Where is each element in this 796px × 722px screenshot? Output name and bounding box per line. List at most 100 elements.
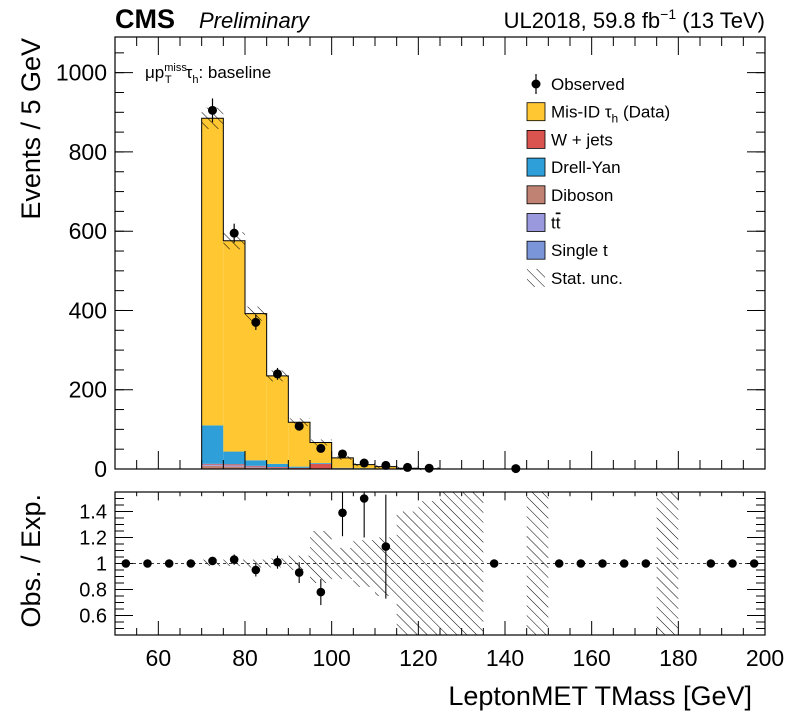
legend-entry-6-swatch (526, 240, 546, 260)
bar-w-jets-2 (245, 465, 267, 467)
x-tick-label-1: 80 (232, 645, 258, 671)
lumi-prefix: UL2018, 59.8 fb (504, 8, 661, 33)
stat-unc-5 (310, 439, 332, 446)
annotation-rest: : baseline (198, 63, 271, 82)
obs-point-6 (338, 449, 347, 459)
bar-drell-yan-5 (310, 463, 332, 464)
obs-point-3 (273, 369, 282, 379)
obs-point-5 (316, 443, 326, 453)
status-label: Preliminary (199, 8, 311, 33)
ratio-point-18 (641, 559, 651, 568)
experiment-label: CMS (115, 4, 175, 34)
ratio-point-13 (489, 559, 499, 568)
legend-entry-0-label: Observed (551, 75, 625, 94)
bar-diboson-0 (201, 465, 224, 469)
bar-drell-yan-4 (288, 466, 310, 468)
ratio-point-9 (316, 587, 326, 597)
legend-entry-1-swatch (526, 102, 546, 122)
legend-entry-5-swatch (526, 213, 546, 232)
ratio-point-6 (251, 565, 261, 575)
bar-w-jets-3 (266, 467, 289, 468)
x-tick-label-5: 160 (572, 645, 610, 671)
obs-point-7 (359, 458, 369, 468)
ratio-yaxis-tick-label-3: 1.2 (79, 528, 107, 550)
bar-diboson-2 (245, 467, 267, 469)
bar-mis-id-h-data--4 (288, 422, 310, 467)
annotation-mu: μp (145, 63, 164, 82)
bar-w-jets-0 (201, 463, 224, 465)
legend-entry-1-label: Mis-ID τh (Data) (551, 103, 670, 126)
legend-entry-3-label: Drell-Yan (551, 158, 621, 177)
bar-w-jets-5 (310, 463, 332, 469)
annotation-tau-sub: h (192, 74, 198, 86)
ratio-unc-band-5 (310, 531, 332, 583)
bar-drell-yan-3 (266, 463, 289, 468)
legend-entry-0-marker (531, 79, 541, 89)
ratio-point-8 (294, 568, 304, 577)
bar-drell-yan-1 (223, 451, 245, 465)
ratio-point-2 (164, 559, 174, 568)
obs-point-1 (229, 228, 239, 238)
ratio-unc-band-6 (331, 547, 354, 580)
main-yaxis-tick-label-5: 1000 (56, 60, 107, 86)
ratio-yaxis-tick-label-2: 1 (96, 554, 107, 576)
ratio-plot-area (115, 492, 765, 635)
stat-unc-2 (245, 306, 267, 321)
obs-point-2 (251, 317, 261, 327)
ratio-point-17 (619, 559, 629, 568)
bar-diboson-1 (223, 466, 245, 469)
ratio-unc-band-9 (396, 511, 419, 635)
annotation-sub: T (165, 74, 172, 86)
ratio-point-19 (706, 559, 716, 568)
legend-entry-5-label: tt (551, 214, 561, 233)
main-plot-area (201, 98, 521, 474)
bar-mis-id-h-data--3 (266, 375, 289, 464)
main-yaxis-tick-label-0: 0 (94, 456, 107, 482)
annotation-sup: miss (164, 62, 187, 74)
bar-w-jets-4 (288, 467, 310, 469)
ratio-point-7 (273, 557, 282, 567)
ratio-point-20 (728, 559, 737, 568)
ratio-point-11 (359, 494, 369, 503)
bar-mis-id-h-data--2 (245, 313, 267, 461)
bar-w-jets-1 (223, 464, 245, 466)
bar-tt-1 (223, 465, 245, 467)
ratio-point-15 (576, 559, 586, 568)
main-yaxis-tick-label-2: 400 (69, 297, 107, 323)
legend-entry-7-swatch (527, 268, 545, 287)
bar-mis-id-h-data--0 (201, 118, 224, 426)
x-tick-label-2: 100 (312, 645, 350, 671)
legend-entry-2-label: W + jets (551, 130, 613, 149)
bar-mis-id-h-data--6 (331, 457, 354, 468)
legend-entry-2-swatch (526, 129, 546, 149)
ratio-point-4 (208, 556, 217, 566)
lumi-label: UL2018, 59.8 fb−1 (13 TeV) (504, 6, 765, 33)
ratio-unc-band-7 (353, 540, 375, 587)
ratio-point-1 (143, 559, 152, 568)
ratio-yaxis-tick-label-1: 0.8 (79, 580, 107, 602)
legend-entry-7-label: Stat. unc. (551, 269, 623, 288)
x-axis-title: LeptonMET TMass [GeV] (448, 681, 752, 711)
obs-point-4 (294, 421, 304, 431)
obs-point-10 (424, 463, 434, 473)
legend-entry-6-label: Single t (551, 241, 608, 260)
ratio-point-12 (381, 542, 391, 551)
bar-tt-0 (201, 465, 224, 466)
legend-entry-4-swatch (526, 185, 546, 205)
x-tick-label-4: 140 (486, 645, 524, 671)
x-tick-label-7: 200 (746, 645, 784, 671)
bar-drell-yan-2 (245, 460, 267, 466)
x-tick-label-6: 180 (659, 645, 697, 671)
obs-point-8 (381, 460, 391, 470)
main-yaxis-tick-label-3: 600 (69, 218, 107, 244)
main-yaxis-tick-label-1: 200 (69, 377, 107, 403)
main-y-axis: 0 200 400 600 800 1000 (56, 37, 766, 482)
annotation-tau: τ (186, 63, 193, 82)
legend-entry-4-label: Diboson (551, 186, 613, 205)
obs-point-9 (403, 462, 412, 472)
obs-point-0 (208, 105, 217, 115)
main-yaxis-tick-label-4: 800 (69, 139, 107, 165)
